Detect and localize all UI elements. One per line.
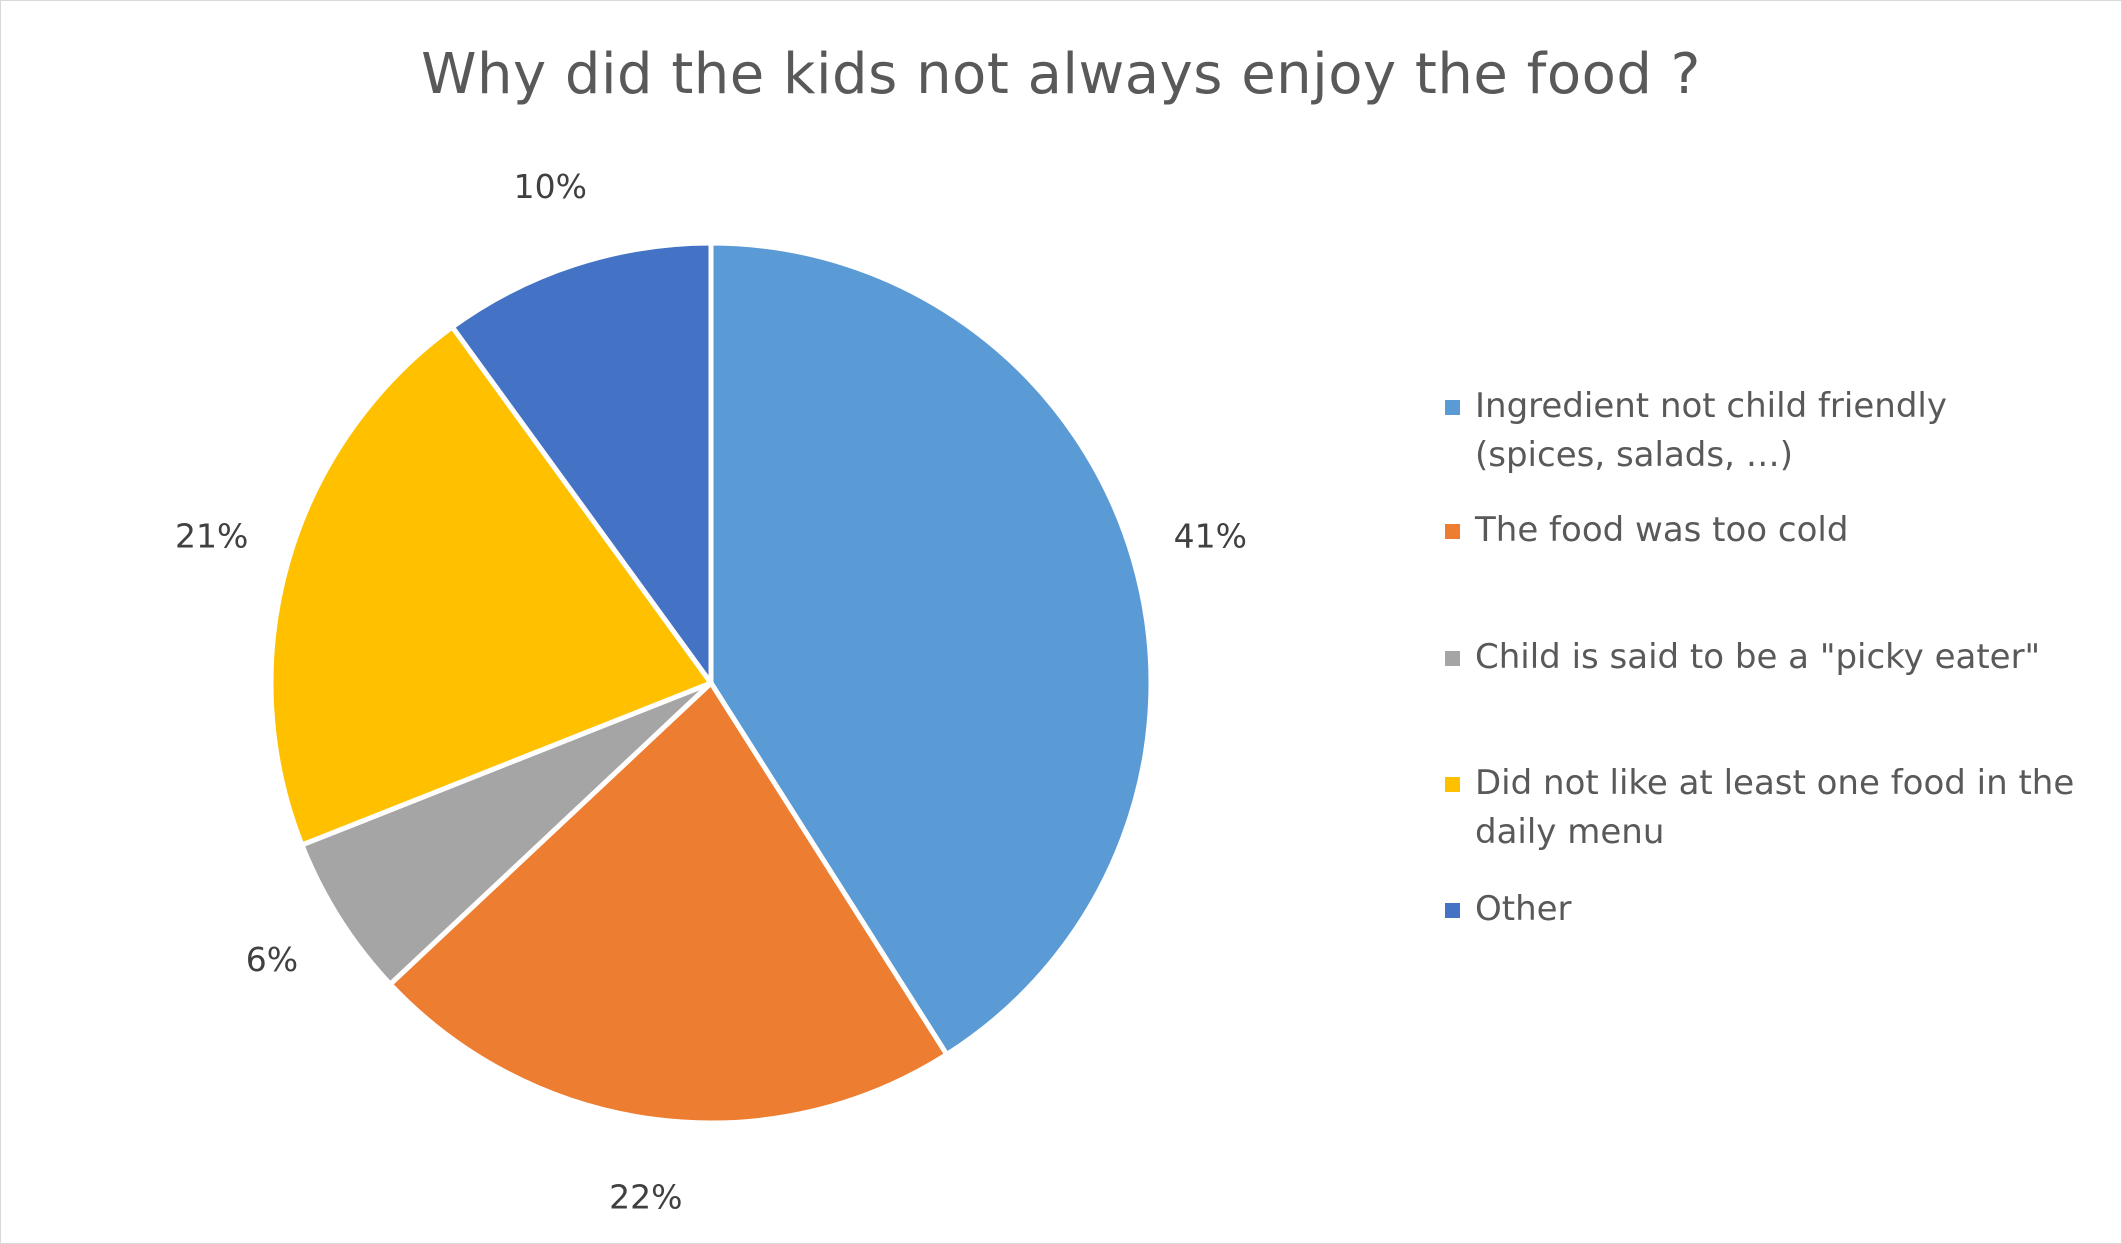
legend-label-2: The food was too cold xyxy=(1475,510,1849,550)
legend-label-5: Other xyxy=(1475,889,1572,929)
legend-label-3: Child is said to be a "picky eater" xyxy=(1475,637,2041,677)
pie-slice-2 xyxy=(387,680,950,1126)
data-label-4: 21% xyxy=(175,516,248,555)
data-label-5: 10% xyxy=(514,167,587,206)
data-label-2: 22% xyxy=(609,1177,682,1216)
data-label-3: 6% xyxy=(246,940,298,979)
pie-slice-3 xyxy=(299,680,714,987)
data-label-1: 41% xyxy=(1174,516,1247,555)
pie-data-labels: 41% 22% 6% 21% 10% xyxy=(175,167,1247,1216)
legend-swatch-4 xyxy=(1445,776,1460,792)
pie-slice-4 xyxy=(268,324,714,848)
chart-title: Why did the kids not always enjoy the fo… xyxy=(421,42,1701,107)
legend-label-4: Did not like at least one food in the da… xyxy=(1475,763,2075,852)
legend-swatch-1 xyxy=(1445,399,1460,415)
pie-slice-1 xyxy=(708,240,1154,1057)
legend-swatch-5 xyxy=(1445,902,1460,918)
pie-slice-5 xyxy=(449,240,714,686)
legend-swatch-3 xyxy=(1445,650,1460,666)
pie-slices xyxy=(268,240,1154,1126)
legend-label-1: Ingredient not child friendly (spices, s… xyxy=(1475,386,1947,475)
legend-swatch-2 xyxy=(1445,523,1460,539)
